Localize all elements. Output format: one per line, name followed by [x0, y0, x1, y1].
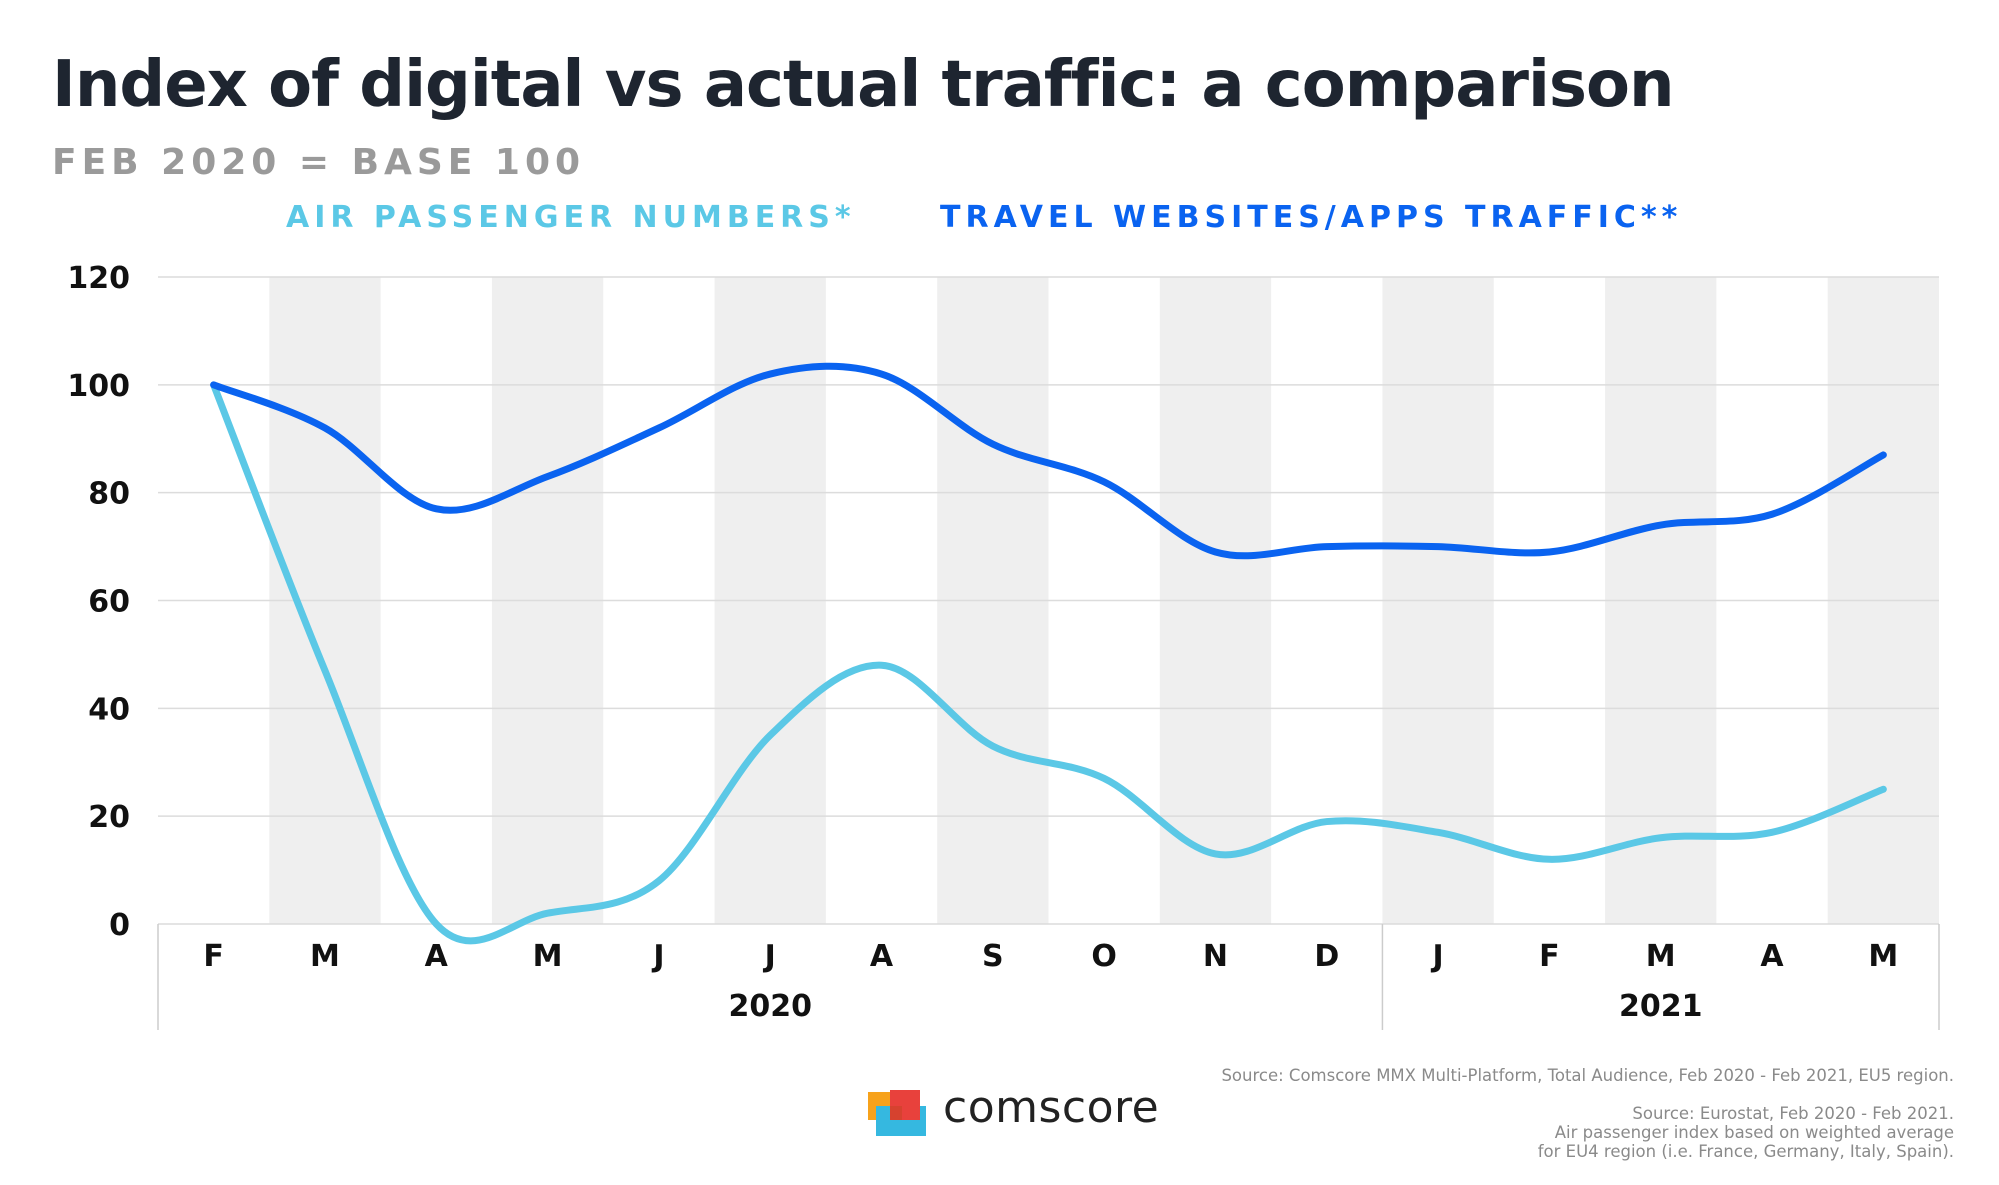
y-tick-label: 40 [88, 692, 130, 727]
chart-title: Index of digital vs actual traffic: a co… [52, 48, 1674, 122]
comscore-logo-icon [868, 1090, 926, 1136]
chart-subtitle: FEB 2020 = BASE 100 [52, 142, 586, 183]
x-tick-label: O [1091, 939, 1117, 974]
y-tick-label: 100 [67, 369, 130, 404]
x-tick-label: M [310, 939, 340, 974]
x-tick-label: M [533, 939, 563, 974]
x-tick-label: J [651, 939, 664, 974]
x-tick-label: M [1868, 939, 1898, 974]
source-note-1: Air passenger index based on weighted av… [1554, 1123, 1954, 1142]
source-eurostat: Source: Eurostat, Feb 2020 - Feb 2021. [1632, 1104, 1954, 1123]
series-line-travel-traffic [210, 362, 1887, 560]
legend-air-passenger: AIR PASSENGER NUMBERS* [286, 200, 856, 235]
series-lines [210, 362, 1887, 945]
x-axis: F M A M J J A S O N D J F M A M 2020 2021 [157, 924, 1940, 1030]
year-label: 2021 [1619, 989, 1703, 1024]
source-comscore: Source: Comscore MMX Multi-Platform, Tot… [1221, 1066, 1954, 1085]
series-line-air-passengers [210, 381, 1887, 945]
x-tick-label: D [1314, 939, 1339, 974]
x-tick-label: J [1431, 939, 1444, 974]
y-tick-label: 80 [88, 477, 130, 512]
x-tick-label: F [1539, 939, 1560, 974]
x-tick-label: A [425, 939, 449, 974]
x-tick-label: A [1760, 939, 1784, 974]
gridlines [158, 276, 1939, 925]
year-label: 2020 [728, 989, 812, 1024]
y-tick-label: 0 [109, 908, 130, 943]
y-tick-label: 60 [88, 585, 130, 620]
y-tick-label: 120 [67, 261, 130, 296]
brand-name: comscore [943, 1082, 1160, 1133]
x-tick-label: A [870, 939, 894, 974]
x-tick-label: F [203, 939, 224, 974]
x-tick-label: M [1646, 939, 1676, 974]
x-tick-label: N [1203, 939, 1228, 974]
source-note-2: for EU4 region (i.e. France, Germany, It… [1537, 1142, 1954, 1161]
y-tick-label: 20 [88, 800, 130, 835]
x-tick-label: J [763, 939, 776, 974]
line-chart: 0 20 40 60 80 100 120 F M A M J J A S O N D J F M A M 2020 2021 [67, 261, 1940, 1030]
y-axis: 0 20 40 60 80 100 120 [67, 261, 130, 943]
x-tick-label: S [982, 939, 1004, 974]
legend-travel-traffic: TRAVEL WEBSITES/APPS TRAFFIC** [940, 200, 1683, 235]
